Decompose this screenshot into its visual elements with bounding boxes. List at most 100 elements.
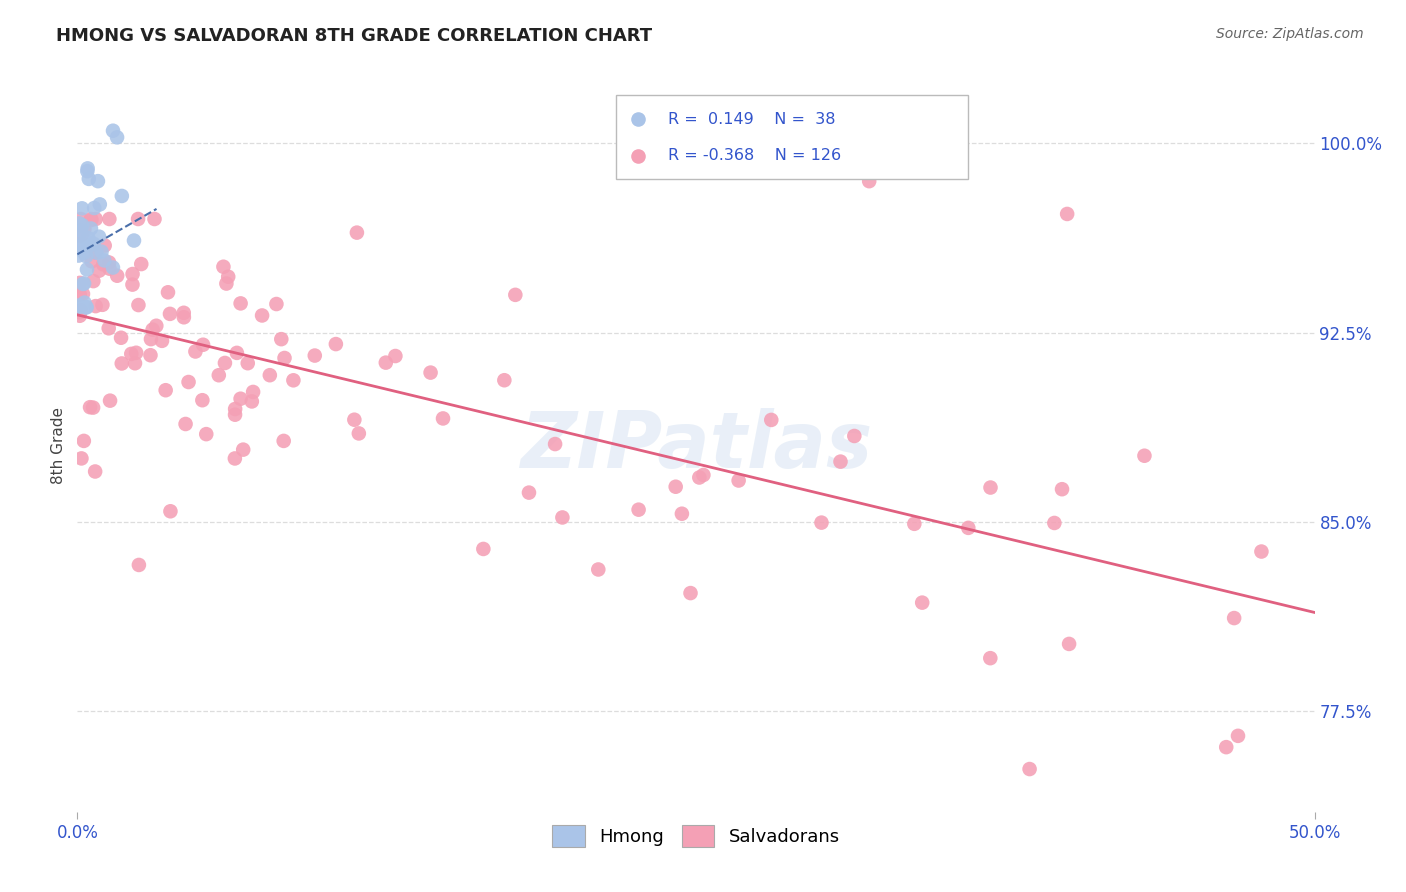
Point: [87, 263, 110, 277]
Point: [69, 216, 91, 230]
Point: [150, 334, 173, 348]
Point: [93, 253, 115, 268]
Point: [75, 300, 97, 314]
Point: [84, 212, 107, 227]
Point: [374, 356, 396, 370]
Point: [195, 427, 218, 442]
Point: [76, 164, 98, 178]
Point: [191, 337, 214, 351]
Point: [84, 465, 107, 479]
Point: [69, 305, 91, 319]
Point: [120, 347, 142, 361]
Point: [627, 502, 650, 516]
Point: [67, 249, 90, 263]
Point: [250, 309, 273, 323]
Y-axis label: 8th Grade: 8th Grade: [51, 408, 66, 484]
Point: [173, 310, 195, 325]
Point: [727, 474, 749, 488]
Point: [97, 321, 120, 335]
Point: [588, 562, 610, 576]
Point: [229, 296, 252, 310]
Point: [73, 245, 96, 260]
Point: [122, 234, 145, 248]
Point: [98, 255, 121, 269]
Point: [72, 219, 94, 233]
Text: HMONG VS SALVADORAN 8TH GRADE CORRELATION CHART: HMONG VS SALVADORAN 8TH GRADE CORRELATIO…: [56, 27, 652, 45]
Point: [517, 485, 540, 500]
Point: [139, 348, 162, 362]
Point: [105, 268, 128, 283]
Point: [91, 257, 114, 271]
Point: [111, 189, 134, 203]
Point: [156, 285, 179, 300]
Point: [665, 480, 688, 494]
Point: [70, 239, 93, 253]
Point: [98, 261, 121, 276]
Point: [1133, 449, 1156, 463]
Point: [87, 229, 110, 244]
Point: [273, 351, 295, 365]
Point: [70, 451, 93, 466]
Point: [214, 356, 236, 370]
Point: [143, 212, 166, 227]
Point: [688, 470, 710, 484]
Point: [692, 467, 714, 482]
Point: [270, 332, 292, 346]
Point: [266, 297, 288, 311]
Point: [173, 306, 195, 320]
Point: [142, 323, 165, 337]
Point: [91, 298, 114, 312]
Point: [229, 392, 252, 406]
Point: [242, 384, 264, 399]
Point: [101, 124, 124, 138]
Point: [1050, 482, 1073, 496]
Point: [121, 277, 143, 292]
Text: Source: ZipAtlas.com: Source: ZipAtlas.com: [1216, 27, 1364, 41]
Point: [259, 368, 281, 383]
Point: [76, 300, 98, 314]
Point: [83, 201, 105, 215]
Point: [77, 231, 100, 245]
Point: [911, 596, 934, 610]
Point: [184, 344, 207, 359]
Point: [273, 434, 295, 448]
Point: [679, 586, 702, 600]
Point: [73, 434, 96, 448]
Point: [1215, 740, 1237, 755]
Point: [110, 331, 132, 345]
Point: [80, 254, 103, 268]
Point: [98, 393, 121, 408]
Point: [98, 212, 121, 227]
Point: [67, 299, 90, 313]
Point: [1227, 729, 1250, 743]
Point: [1187, 270, 1209, 285]
Point: [73, 277, 96, 291]
Point: [979, 651, 1001, 665]
Point: [215, 277, 238, 291]
Point: [212, 260, 235, 274]
Point: [1250, 544, 1272, 558]
Point: [347, 426, 370, 441]
Point: [93, 238, 115, 252]
Point: [67, 300, 90, 314]
Point: [90, 244, 112, 259]
Point: [89, 197, 111, 211]
Point: [70, 212, 93, 227]
Point: [72, 286, 94, 301]
Point: [208, 368, 231, 383]
Point: [472, 541, 495, 556]
Point: [69, 287, 91, 301]
Point: [191, 393, 214, 408]
Point: [105, 130, 128, 145]
Point: [224, 408, 246, 422]
FancyBboxPatch shape: [616, 95, 969, 179]
Point: [236, 356, 259, 370]
Point: [84, 245, 107, 260]
Point: [77, 238, 100, 252]
Point: [76, 235, 98, 249]
Point: [217, 269, 239, 284]
Point: [979, 481, 1001, 495]
Point: [830, 455, 852, 469]
Point: [671, 507, 693, 521]
Point: [159, 504, 181, 518]
